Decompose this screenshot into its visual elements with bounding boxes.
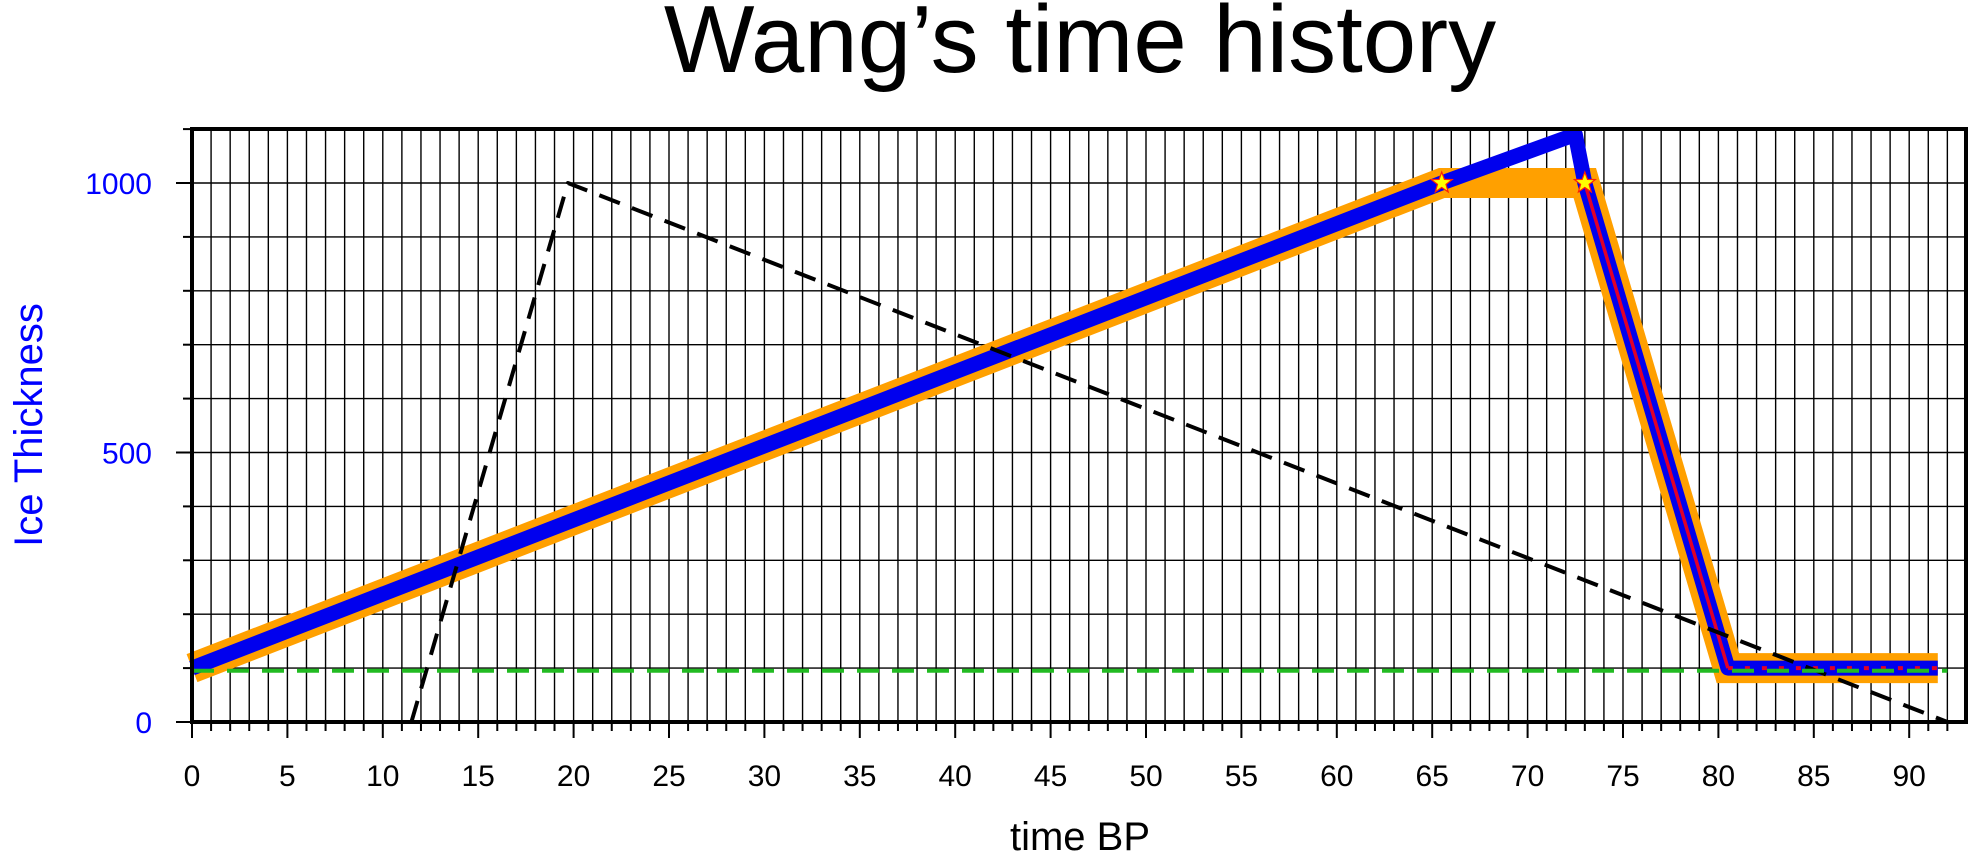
y-tick-label: 0 [135, 707, 152, 740]
x-tick-label: 55 [1225, 760, 1258, 793]
x-tick-label: 45 [1034, 760, 1067, 793]
x-tick-label: 35 [843, 760, 876, 793]
x-axis-label: time BP [1010, 815, 1150, 859]
x-tick-label: 25 [652, 760, 685, 793]
x-tick-label: 5 [279, 760, 296, 793]
y-tick-label: 1000 [85, 168, 152, 201]
marker-layer [1429, 170, 1597, 194]
x-tick-label: 85 [1797, 760, 1830, 793]
series-line-3 [1583, 182, 1730, 669]
star-marker-1 [1429, 170, 1454, 194]
x-tick-label: 10 [366, 760, 399, 793]
x-tick-label: 20 [557, 760, 590, 793]
series-line-1 [186, 168, 1938, 684]
x-tick-label: 70 [1511, 760, 1544, 793]
x-tick-label: 65 [1416, 760, 1449, 793]
y-tick-label: 500 [102, 438, 152, 471]
x-tick-label: 90 [1893, 760, 1926, 793]
x-tick-label: 0 [184, 760, 201, 793]
chart-title: Wang’s time history [664, 0, 1496, 93]
y-axis-label: Ice Thickness [7, 303, 51, 547]
x-tick-label: 50 [1129, 760, 1162, 793]
x-tick-label: 60 [1320, 760, 1353, 793]
x-tick-label: 30 [748, 760, 781, 793]
star-marker-2 [1572, 170, 1597, 194]
x-tick-label: 40 [939, 760, 972, 793]
series-line-2 [189, 127, 1938, 676]
axes: 0 5 10 15 20 25 30 35 40 45 50 55 60 65 70 75 80 85 90 0 500… [85, 127, 1968, 793]
grid-lines [191, 128, 1966, 723]
plot-frame [190, 127, 1968, 724]
x-tick-label: 15 [462, 760, 495, 793]
x-tick-label: 75 [1606, 760, 1639, 793]
series-line-5 [409, 181, 1949, 724]
x-tick-label: 80 [1702, 760, 1735, 793]
